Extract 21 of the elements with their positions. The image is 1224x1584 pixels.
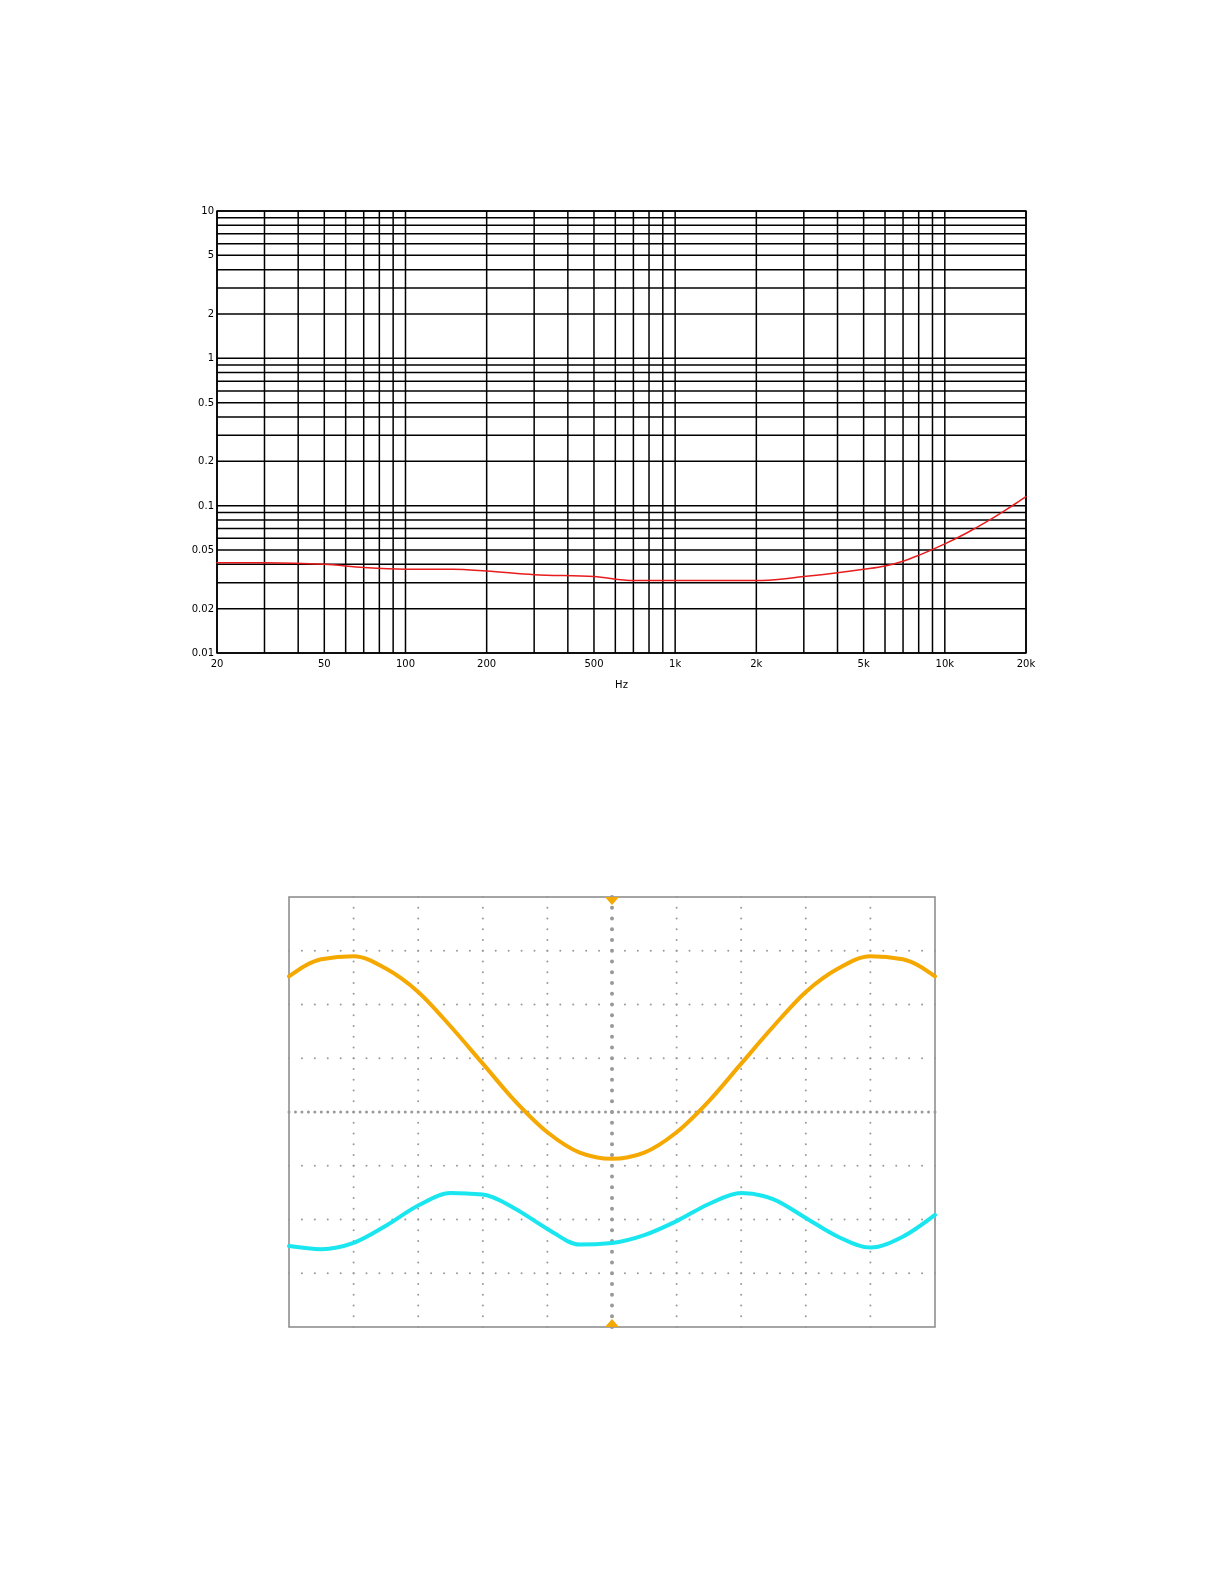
x-tick-label: 5k [857, 658, 870, 669]
y-tick-label: 0.1 [198, 499, 214, 511]
y-tick-label: 0.2 [198, 455, 214, 467]
x-tick-label: 100 [395, 658, 416, 669]
x-tick-label: 20 [210, 658, 224, 669]
x-tick-label: 200 [477, 658, 497, 669]
y-tick-label: 1 [207, 352, 214, 364]
y-tick-label: 5 [207, 249, 214, 261]
x-tick-label: 10k [935, 658, 955, 669]
x-tick-label: 500 [584, 658, 604, 669]
x-axis-title: Hz [615, 679, 628, 690]
y-tick-label: 2 [207, 307, 214, 319]
x-tick-label: 1k [669, 658, 682, 669]
y-tick-label: 0.5 [198, 396, 214, 408]
y-tick-label: 10 [201, 205, 214, 216]
y-tick-label: 0.01 [191, 647, 214, 658]
y-tick-label: 0.02 [191, 602, 214, 614]
y-tick-label: 0.05 [191, 544, 214, 556]
x-tick-label: 50 [317, 658, 331, 669]
x-tick-label: 20k [1016, 658, 1036, 669]
x-tick-label: 2k [750, 658, 763, 669]
